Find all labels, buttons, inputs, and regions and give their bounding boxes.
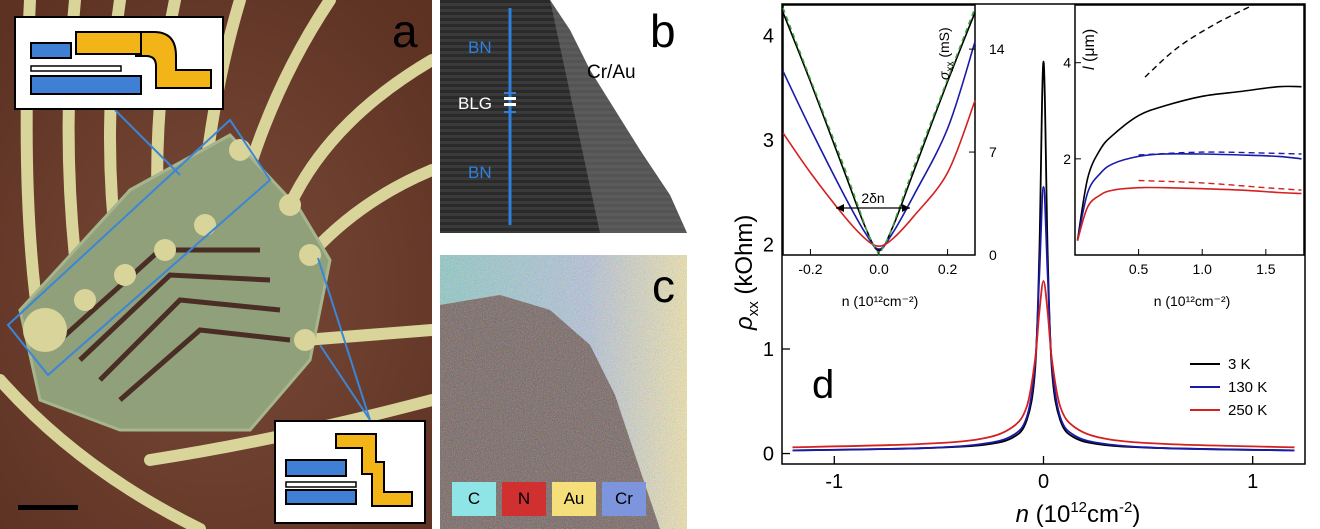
- contact-pads: [23, 139, 321, 352]
- legend-label-1: 130 K: [1228, 379, 1267, 396]
- schematic-inset-top: [14, 16, 224, 110]
- schematic-inset-bottom: [274, 420, 426, 524]
- main-xlabel: n (1012cm-2): [1016, 499, 1141, 528]
- selection-rect: [6, 118, 272, 377]
- inset2-xtick-label: 0.5: [1129, 261, 1149, 277]
- inset2-series-line-0: [1076, 85, 1302, 241]
- main-ytick-label: 4: [763, 25, 774, 47]
- main-ytick-label: 2: [763, 234, 774, 256]
- inset2-ylabel: l (μm): [1081, 29, 1098, 70]
- inset2-series-line-2: [1076, 186, 1302, 241]
- label-bn-bottom: BN: [468, 163, 492, 182]
- panel-letter-a: a: [392, 5, 418, 57]
- inset1-xtick-label: 0.2: [938, 261, 958, 277]
- inset2-ytick-label: 4: [1063, 55, 1071, 71]
- main-xtick-label: 0: [1038, 471, 1049, 493]
- edx-legend-c: C: [452, 482, 496, 516]
- inset2-xtick-label: 1.0: [1192, 261, 1212, 277]
- edx-legend-cr: Cr: [602, 482, 646, 516]
- panel-letter-d: d: [812, 363, 834, 407]
- tem-image: [440, 0, 687, 233]
- inset1-ylabel: σxx (mS): [936, 27, 956, 80]
- inset2-xlabel: n (10¹²cm⁻²): [1154, 293, 1231, 309]
- legend-label-0: 3 K: [1228, 356, 1251, 373]
- inset1-xtick-label: 0.0: [869, 261, 889, 277]
- main-xtick-label: 1: [1247, 471, 1258, 493]
- inset2-model-line-0: [1144, 4, 1254, 78]
- inset1-ytick-label: 7: [989, 144, 997, 160]
- resistivity-chart: -1 0 1 0 1 2 3 4 -0.2 0.0 0.2 0 7 14 0.5 1.0 1.5 2 4 ρx…: [731, 3, 1306, 528]
- panel-a-micrograph: a: [0, 0, 432, 529]
- inset-conductivity-frame: [782, 4, 976, 256]
- panel-d-chart: -1 0 1 0 1 2 3 4 -0.2 0.0 0.2 0 7 14 0.5 1.0 1.5 2 4 ρx…: [700, 0, 1320, 529]
- edx-legend-n: N: [502, 482, 546, 516]
- main-series-line-0: [792, 60, 1295, 452]
- main-series-line-2: [792, 280, 1295, 449]
- inset2-xtick-label: 1.5: [1256, 261, 1276, 277]
- main-ylabel: ρxx (kOhm): [731, 215, 762, 331]
- main-series-line-1: [792, 186, 1295, 452]
- edx-legend-au: Au: [552, 482, 596, 516]
- label-cr-au: Cr/Au: [587, 62, 636, 83]
- panel-letter-b: b: [650, 5, 676, 57]
- main-ytick-label: 0: [763, 444, 774, 466]
- label-bn-top: BN: [468, 38, 492, 57]
- inset1-series-line-2: [782, 100, 976, 248]
- panel-b-tem: BN BLG BN Cr/Au b: [440, 0, 687, 233]
- bn-flake: [18, 133, 332, 432]
- inset2-ytick-label: 2: [1063, 151, 1071, 167]
- legend-label-2: 250 K: [1228, 402, 1267, 419]
- panel-letter-c: c: [652, 260, 675, 312]
- scale-bar: [18, 505, 78, 510]
- panel-c-edx: C N Au Cr c: [440, 255, 687, 529]
- inset1-xlabel: n (10¹²cm⁻²): [842, 293, 919, 309]
- inset1-xtick-label: -0.2: [798, 261, 822, 277]
- main-ytick-label: 1: [763, 339, 774, 361]
- label-blg: BLG: [458, 94, 493, 113]
- main-ytick-label: 3: [763, 130, 774, 152]
- inset1-ytick-label: 0: [989, 247, 997, 263]
- inset-mfp-frame: [1074, 4, 1305, 256]
- inset1-ytick-label: 14: [989, 41, 1005, 57]
- chart-legend: 3 K 130 K 250 K: [1190, 356, 1267, 419]
- main-xtick-label: -1: [825, 471, 843, 493]
- delta-n-label: 2δn: [861, 190, 884, 206]
